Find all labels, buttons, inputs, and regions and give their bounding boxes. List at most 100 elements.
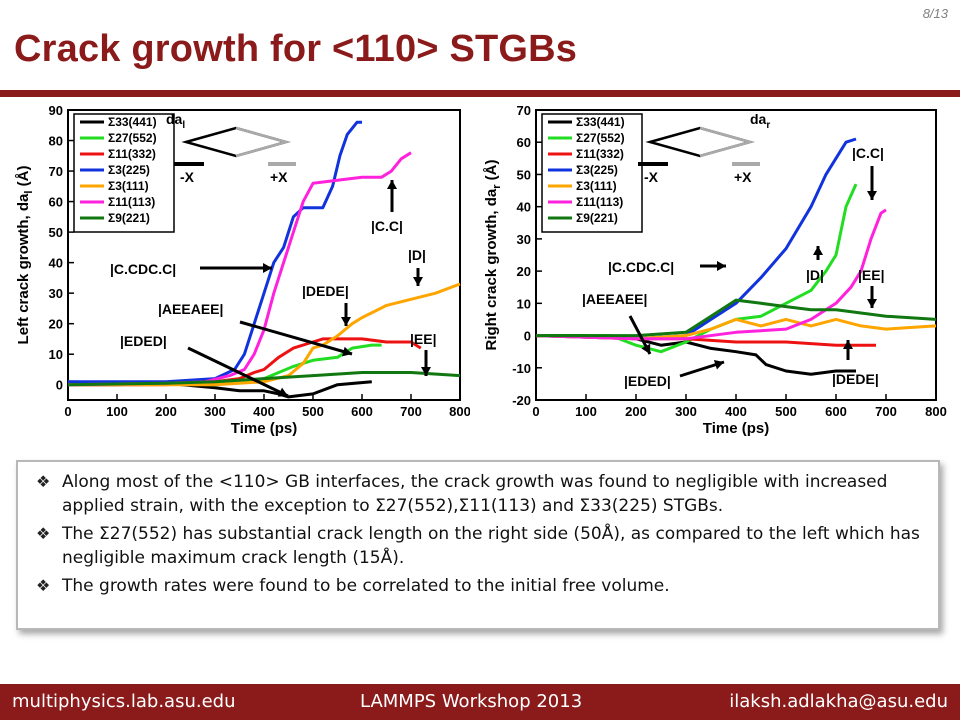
structure-annotation: |AEEAEE| [582, 291, 647, 307]
structure-annotation: |C.C| [371, 218, 403, 234]
annotation-arrowhead [641, 343, 651, 354]
annotation-arrowhead [341, 346, 352, 357]
bullet-text: Along most of the <110> GB interfaces, t… [62, 472, 888, 516]
annotation-arrowhead [263, 263, 272, 273]
da-label: dar [750, 111, 770, 131]
x-axis-label: Time (ps) [703, 420, 769, 437]
structure-annotation: |EE| [858, 267, 885, 283]
plus-x-label: +X [734, 169, 752, 185]
y-tick-label: 70 [49, 164, 63, 179]
legend-box [73, 113, 175, 233]
annotation-arrowhead [413, 277, 423, 286]
footer-bar: multiphysics.lab.asu.edu LAMMPS Workshop… [0, 684, 960, 720]
chart-left: 0 100 200 300 400 500 600 700 800 0 10 20 30 40 50 60 70… [15, 103, 470, 437]
plus-x-label: +X [270, 169, 288, 185]
bullet-text: The growth rates were found to be correl… [62, 576, 670, 596]
structure-annotation: |EDED| [120, 333, 167, 349]
bullet-text: The Σ27(552) has substantial crack lengt… [62, 524, 920, 568]
structure-annotation: |C.C| [852, 145, 884, 161]
minus-x-label: -X [180, 169, 195, 185]
x-tick-label: 700 [875, 404, 897, 419]
legend-label: Σ11(113) [108, 195, 155, 209]
legend-label: Σ27(552) [108, 131, 157, 145]
legend-label: Σ11(332) [576, 147, 624, 161]
title-rule [0, 90, 960, 97]
annotation-arrowhead [843, 340, 853, 349]
legend-label: Σ3(111) [576, 179, 617, 193]
y-tick-label: 30 [517, 232, 531, 247]
bullet-diamond-icon: ❖ [36, 524, 51, 543]
y-tick-label: 60 [517, 135, 531, 150]
structure-annotation: |EDED| [624, 373, 671, 389]
chart-right: 0 100 200 300 400 500 600 700 800 -20 -10 0 10 20 30 40… [483, 103, 947, 437]
slide-number: 8/13 [922, 6, 948, 21]
y-tick-label: 60 [49, 195, 63, 210]
y-tick-label: -10 [512, 361, 531, 376]
x-tick-label: 600 [351, 404, 373, 419]
structure-annotation: |D| [408, 247, 426, 263]
footer-website-link[interactable]: multiphysics.lab.asu.edu [12, 691, 236, 712]
annotation-arrow [239, 320, 353, 356]
structure-annotation: |C.CDC.C| [608, 259, 674, 275]
y-tick-label: 10 [49, 347, 63, 362]
annotation-arrowhead [867, 299, 877, 308]
legend-label: Σ9(221) [108, 211, 150, 225]
x-tick-label: 0 [532, 404, 539, 419]
bullet-item: ❖ The Σ27(552) has substantial crack len… [36, 522, 926, 570]
x-axis-label: Time (ps) [231, 420, 297, 437]
annotation-arrowhead [813, 246, 823, 255]
x-tick-label: 100 [575, 404, 597, 419]
structure-annotation: |AEEAEE| [158, 301, 223, 317]
footer-event: LAMMPS Workshop 2013 [360, 691, 583, 712]
y-tick-label: 50 [517, 167, 531, 182]
y-tick-label: 20 [49, 317, 63, 332]
annotation-arrowhead [421, 367, 431, 376]
y-tick-label: 40 [517, 200, 531, 215]
x-tick-label: 0 [64, 404, 71, 419]
legend-label: Σ11(332) [108, 147, 156, 161]
bullet-box: ❖ Along most of the <110> GB interfaces,… [16, 460, 940, 630]
x-tick-label: 100 [106, 404, 128, 419]
series-line-6 [536, 298, 937, 338]
y-axis-label: Right crack growth, dar (Å) [483, 160, 503, 351]
x-tick-label: 500 [302, 404, 324, 419]
y-tick-label: 90 [49, 103, 63, 118]
x-tick-label: 500 [775, 404, 797, 419]
legend-label: Σ3(225) [108, 163, 150, 177]
structure-annotation: |D| [806, 267, 824, 283]
annotation-arrowhead [387, 180, 397, 189]
y-tick-label: 70 [517, 103, 531, 118]
slide-title: Crack growth for <110> STGBs [14, 28, 578, 70]
y-tick-label: -20 [512, 393, 531, 408]
bullet-diamond-icon: ❖ [36, 576, 51, 595]
minus-x-label: -X [644, 169, 659, 185]
y-tick-label: 10 [517, 296, 531, 311]
series-line-4 [535, 317, 937, 341]
series-line-1 [536, 183, 858, 354]
x-tick-label: 400 [253, 404, 275, 419]
bullet-list: ❖ Along most of the <110> GB interfaces,… [18, 462, 938, 598]
annotation-arrow [187, 346, 289, 398]
y-tick-label: 50 [49, 225, 63, 240]
x-tick-label: 400 [725, 404, 747, 419]
annotation-arrowhead [277, 387, 288, 397]
series-line-5 [67, 151, 412, 387]
x-tick-label: 300 [204, 404, 226, 419]
structure-annotation: |EE| [410, 331, 437, 347]
footer-email-link[interactable]: ilaksh.adlakha@asu.edu [729, 691, 948, 712]
legend-label: Σ11(113) [576, 195, 623, 209]
structure-annotation: |C.CDC.C| [110, 261, 176, 277]
legend-label: Σ33(441) [576, 115, 625, 129]
bullet-item: ❖ Along most of the <110> GB interfaces,… [36, 470, 926, 518]
legend-label: Σ9(221) [576, 211, 618, 225]
x-tick-label: 800 [449, 404, 470, 419]
series-line-3 [68, 120, 362, 384]
legend-label: Σ3(111) [108, 179, 149, 193]
x-tick-label: 200 [625, 404, 647, 419]
x-tick-label: 600 [825, 404, 847, 419]
x-tick-label: 200 [155, 404, 177, 419]
y-tick-label: 0 [56, 378, 63, 393]
y-tick-label: 0 [524, 329, 531, 344]
annotation-arrowhead [867, 191, 877, 200]
annotation-arrowhead [713, 359, 724, 370]
